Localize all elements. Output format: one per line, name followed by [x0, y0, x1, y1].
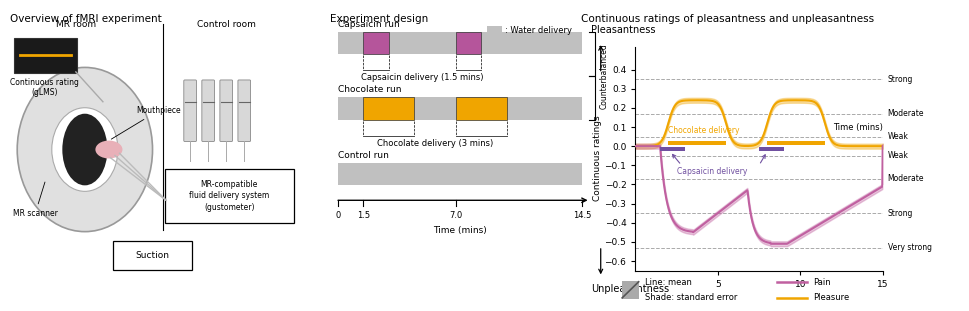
Text: 7.0: 7.0 — [449, 211, 462, 220]
FancyBboxPatch shape — [202, 80, 214, 142]
Ellipse shape — [62, 114, 108, 185]
Text: Suction: Suction — [136, 251, 170, 260]
Text: Capsaicin run: Capsaicin run — [337, 20, 399, 29]
Text: Chocolate delivery: Chocolate delivery — [668, 126, 739, 135]
Ellipse shape — [95, 141, 122, 159]
FancyBboxPatch shape — [668, 141, 725, 145]
FancyBboxPatch shape — [486, 26, 502, 36]
FancyBboxPatch shape — [337, 32, 581, 54]
Text: Experiment design: Experiment design — [329, 14, 427, 24]
FancyBboxPatch shape — [165, 169, 294, 223]
Text: Weak: Weak — [887, 151, 908, 160]
FancyBboxPatch shape — [113, 241, 192, 271]
Text: Mouthpiece: Mouthpiece — [111, 106, 180, 139]
FancyBboxPatch shape — [237, 80, 250, 142]
Text: 0: 0 — [335, 211, 340, 220]
Text: MR scanner: MR scanner — [13, 182, 57, 218]
Text: Time (mins): Time (mins) — [433, 226, 486, 235]
FancyBboxPatch shape — [15, 38, 78, 73]
Text: Continuous rating
(gLMS): Continuous rating (gLMS) — [10, 78, 78, 97]
Text: Capsaicin delivery: Capsaicin delivery — [675, 167, 746, 176]
Ellipse shape — [17, 67, 152, 232]
Text: 1.5: 1.5 — [357, 211, 369, 220]
Text: Line: mean: Line: mean — [644, 278, 692, 287]
Text: Moderate: Moderate — [887, 109, 923, 118]
FancyBboxPatch shape — [183, 80, 197, 142]
FancyBboxPatch shape — [362, 97, 414, 120]
Text: Unpleasantness: Unpleasantness — [590, 284, 669, 294]
Text: Overview of fMRI experiment: Overview of fMRI experiment — [10, 14, 161, 24]
FancyBboxPatch shape — [766, 141, 824, 145]
FancyBboxPatch shape — [455, 32, 481, 54]
Text: 14.5: 14.5 — [573, 211, 591, 220]
Text: Capsaicin delivery (1.5 mins): Capsaicin delivery (1.5 mins) — [360, 73, 483, 82]
Text: Pleasure: Pleasure — [813, 293, 849, 302]
FancyBboxPatch shape — [220, 80, 233, 142]
Text: Strong: Strong — [887, 209, 912, 218]
FancyBboxPatch shape — [758, 147, 783, 151]
FancyBboxPatch shape — [337, 97, 581, 120]
Text: : Water delivery: : Water delivery — [505, 26, 572, 35]
Text: Continuous ratings of pleasantness and unpleasantness: Continuous ratings of pleasantness and u… — [580, 14, 873, 24]
Text: Chocolate delivery (3 mins): Chocolate delivery (3 mins) — [376, 139, 492, 148]
Text: MR-compatible
fluid delivery system
(gustometer): MR-compatible fluid delivery system (gus… — [189, 179, 269, 212]
FancyBboxPatch shape — [337, 163, 581, 185]
Text: Time (mins): Time (mins) — [832, 123, 882, 132]
Text: Control room: Control room — [197, 20, 256, 29]
Text: Moderate: Moderate — [887, 174, 923, 183]
FancyBboxPatch shape — [659, 147, 684, 151]
FancyBboxPatch shape — [455, 97, 506, 120]
Text: Counterbalanced: Counterbalanced — [600, 43, 609, 109]
Text: Strong: Strong — [887, 75, 912, 84]
Text: Pain: Pain — [813, 278, 830, 287]
Text: MR room: MR room — [56, 20, 96, 29]
Text: Shade: standard error: Shade: standard error — [644, 293, 736, 302]
FancyBboxPatch shape — [621, 281, 638, 299]
Y-axis label: Continuous ratings: Continuous ratings — [592, 116, 601, 202]
FancyBboxPatch shape — [362, 32, 389, 54]
Text: Pleasantness: Pleasantness — [590, 26, 655, 35]
Ellipse shape — [51, 108, 118, 191]
Text: Very strong: Very strong — [887, 243, 930, 252]
Text: Control run: Control run — [337, 151, 389, 160]
Text: Weak: Weak — [887, 132, 908, 141]
Text: Chocolate run: Chocolate run — [337, 85, 401, 94]
